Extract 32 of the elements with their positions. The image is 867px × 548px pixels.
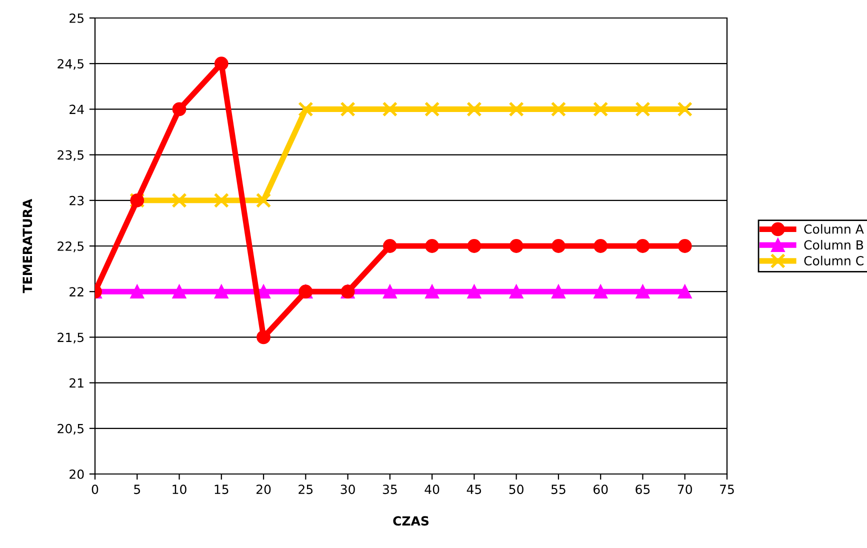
y-tick-label: 20	[70, 469, 84, 479]
x-tick-label: 15	[214, 484, 228, 494]
x-tick-label: 0	[92, 484, 98, 494]
y-tick-label: 22	[70, 287, 84, 296]
y-axis-title: TEMERATURA	[22, 198, 32, 294]
x-tick-label: 55	[551, 484, 566, 494]
y-tick-label: 22,5	[58, 241, 84, 252]
y-tick-label: 21	[70, 378, 84, 388]
y-tick-label: 24,5	[58, 59, 84, 70]
x-tick-label: 35	[382, 484, 397, 494]
x-tick-label: 65	[636, 484, 650, 494]
x-tick-label: 50	[509, 484, 524, 494]
y-tick-label: 20,5	[58, 424, 84, 435]
x-tick-label: 25	[298, 484, 313, 494]
x-tick-label: 40	[424, 484, 440, 494]
x-tick-label: 75	[720, 484, 734, 494]
legend-label: Column A	[804, 224, 864, 234]
x-tick-label: 45	[466, 484, 482, 494]
y-tick-label: 23,5	[58, 150, 84, 161]
x-tick-label: 20	[256, 484, 271, 494]
y-tick-label: 25	[70, 13, 84, 23]
y-tick-label: 23	[70, 196, 84, 206]
x-tick-label: 5	[134, 484, 140, 494]
y-tick-label: 24	[70, 104, 84, 114]
y-tick-label: 21,5	[58, 332, 84, 344]
legend-label: Column C	[804, 256, 864, 266]
x-axis-title: CZAS	[393, 516, 429, 526]
x-tick-label: 10	[172, 484, 186, 494]
x-tick-label: 60	[594, 484, 608, 494]
x-tick-label: 30	[340, 484, 355, 494]
legend-label: Column B	[804, 240, 864, 250]
x-tick-label: 70	[678, 484, 692, 494]
